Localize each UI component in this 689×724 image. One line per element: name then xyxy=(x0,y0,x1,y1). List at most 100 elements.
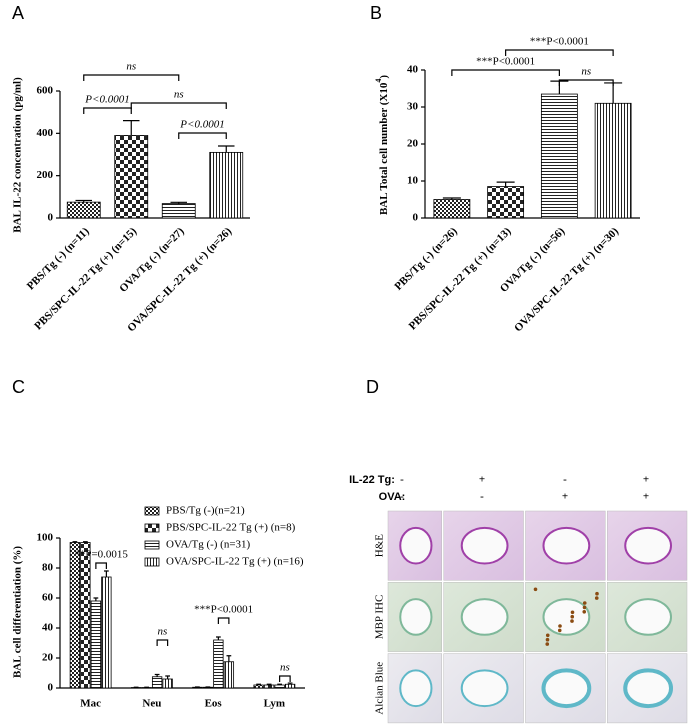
significance-bracket xyxy=(130,102,227,109)
airway xyxy=(542,526,591,565)
x-tick-label: Neu xyxy=(142,698,161,710)
header-sign: + xyxy=(562,491,568,503)
error-bar xyxy=(218,145,235,153)
y-tick-label: 20 xyxy=(407,138,419,150)
significance-bracket xyxy=(505,49,614,56)
micrograph-grid xyxy=(387,510,688,724)
significance-bracket xyxy=(156,639,169,646)
error-bar xyxy=(104,570,109,577)
y-tick-label: 200 xyxy=(37,169,54,181)
stain-dot xyxy=(557,628,562,633)
stain-dot xyxy=(570,614,575,619)
legend-swatch xyxy=(144,506,160,516)
bar xyxy=(284,683,296,689)
airway xyxy=(399,598,433,636)
error-bar xyxy=(170,201,187,204)
y-tick-label: 100 xyxy=(37,532,54,544)
bar xyxy=(209,151,244,219)
significance-label: ns xyxy=(581,66,591,78)
y-tick-label: 40 xyxy=(407,64,419,76)
y-axis-label-suffix: ) xyxy=(378,75,390,79)
error-bar xyxy=(256,683,261,685)
error-bar xyxy=(93,597,99,601)
y-axis-label: BAL cell differentiation (%) xyxy=(12,546,24,678)
bar xyxy=(162,678,173,689)
stain-dot xyxy=(582,601,587,605)
bar xyxy=(114,135,149,219)
stain-dot xyxy=(582,605,587,610)
x-tick-label: PBS/SPC-IL-22 Tg (+) (n=15) xyxy=(32,225,139,332)
y-axis-label: BAL Total cell number (X104) xyxy=(374,75,390,215)
bar xyxy=(66,201,101,219)
bar xyxy=(274,684,285,689)
y-tick-label: 30 xyxy=(407,101,419,113)
y-axis-label: BAL IL-22 concentration (pg/ml) xyxy=(12,77,24,233)
significance-bracket xyxy=(83,107,132,114)
error-bar xyxy=(287,682,293,685)
micrograph xyxy=(525,582,606,652)
stain-dot xyxy=(545,642,550,646)
significance-label: ns xyxy=(174,89,184,101)
y-tick-label: 0 xyxy=(413,212,419,224)
row-label: H&E xyxy=(374,534,386,558)
significance-label: P<0.0001 xyxy=(84,94,129,106)
bar xyxy=(594,102,632,219)
y-tick-label: 60 xyxy=(42,592,54,604)
x-tick-label: Mac xyxy=(80,698,101,710)
significance-bracket xyxy=(451,69,560,76)
row-label: Alcian Blue xyxy=(374,662,386,715)
airway xyxy=(460,598,509,636)
y-tick-label: 0 xyxy=(48,212,54,224)
bar xyxy=(433,199,471,219)
header-sign: - xyxy=(400,474,404,486)
legend-swatch xyxy=(144,523,160,533)
significance-label: **P=0.0015 xyxy=(74,549,128,561)
stain-dot xyxy=(545,633,550,638)
error-bar xyxy=(604,82,623,104)
header-label: OVA: xyxy=(379,491,406,503)
error-bar xyxy=(75,199,92,203)
legend-label: PBS/SPC-IL-22 Tg (+) (n=8) xyxy=(166,522,296,534)
y-tick-label: 20 xyxy=(42,652,54,664)
error-bar xyxy=(442,197,461,200)
airway xyxy=(541,668,592,709)
significance-bracket xyxy=(95,562,107,569)
airway xyxy=(623,668,674,709)
panel-label: C xyxy=(12,377,25,397)
significance-label: ns xyxy=(280,662,290,674)
panel-label: A xyxy=(12,3,24,23)
panel-label: D xyxy=(366,377,379,397)
error-bar xyxy=(496,181,515,187)
significance-label: ns xyxy=(126,61,136,73)
header-sign: - xyxy=(400,491,404,503)
header-sign: + xyxy=(643,491,649,503)
bar xyxy=(101,576,112,689)
stain-dot xyxy=(545,637,550,642)
significance-bracket xyxy=(558,79,614,86)
significance-label: ns xyxy=(157,626,167,638)
x-tick-label: Lym xyxy=(264,698,285,710)
bar xyxy=(90,600,102,689)
y-tick-label: 600 xyxy=(37,85,54,97)
header-label: IL-22 Tg: xyxy=(349,474,395,486)
airway xyxy=(399,669,433,708)
x-tick-label: Eos xyxy=(205,698,223,710)
legend-swatch xyxy=(144,540,160,550)
significance-label: ***P<0.0001 xyxy=(194,604,253,616)
significance-label: P<0.0001 xyxy=(179,119,224,131)
y-tick-label: 10 xyxy=(407,175,419,187)
micrograph xyxy=(525,510,606,581)
bar xyxy=(540,93,578,219)
x-tick-label: PBS/SPC-IL-22 Tg (+) (n=13) xyxy=(407,225,514,332)
bar xyxy=(213,639,224,689)
airway xyxy=(399,526,433,565)
error-bar xyxy=(226,655,232,662)
legend-label: OVA/SPC-IL-22 Tg (+) (n=16) xyxy=(166,556,304,568)
significance-bracket xyxy=(178,132,227,139)
airway xyxy=(542,598,591,636)
significance-label: ***P<0.0001 xyxy=(476,56,535,68)
y-tick-label: 80 xyxy=(42,562,54,574)
significance-bracket xyxy=(217,617,230,624)
stain-dot xyxy=(558,624,562,628)
